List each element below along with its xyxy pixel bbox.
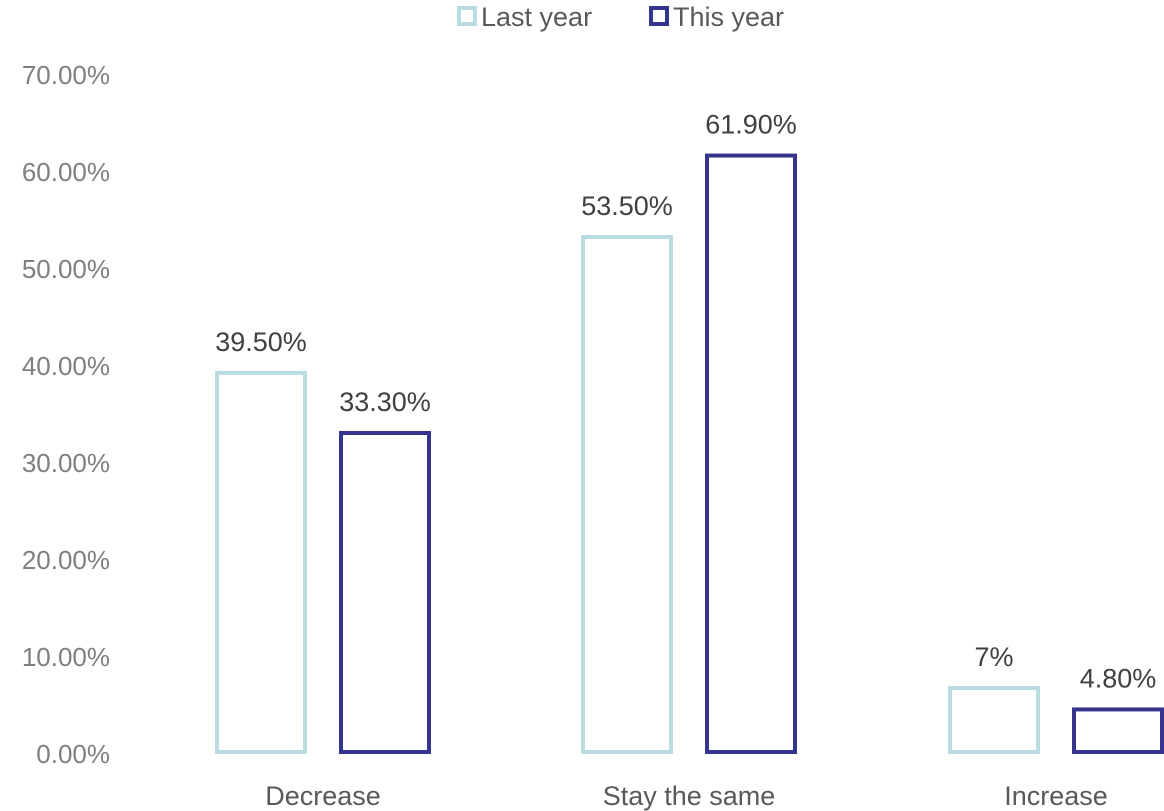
data-label: 61.90% xyxy=(705,110,797,140)
data-labels: 39.50% 33.30% 53.50% 61.90% 7% 4.80% xyxy=(215,110,1156,694)
y-tick-label: 20.00% xyxy=(22,545,110,575)
y-tick-label: 40.00% xyxy=(22,351,110,381)
bars xyxy=(215,153,1164,755)
x-category-label: Increase xyxy=(1004,781,1108,811)
bar-stay-the-same-this-year xyxy=(705,153,797,754)
bar-decrease-last-year xyxy=(215,370,307,754)
y-tick-label: 50.00% xyxy=(22,254,110,284)
data-label: 39.50% xyxy=(215,327,307,357)
y-tick-label: 70.00% xyxy=(22,60,110,90)
x-axis: Decrease Stay the same Increase xyxy=(265,781,1108,811)
data-label: 4.80% xyxy=(1080,663,1157,693)
legend-swatch xyxy=(457,6,477,26)
y-tick-label: 0.00% xyxy=(36,739,110,769)
bar-increase-this-year xyxy=(1072,707,1164,755)
bar-increase-last-year xyxy=(948,686,1040,754)
x-category-label: Stay the same xyxy=(603,781,776,811)
y-tick-label: 60.00% xyxy=(22,157,110,187)
x-category-label: Decrease xyxy=(265,781,381,811)
chart-legend: Last year This year xyxy=(457,2,784,32)
data-label: 7% xyxy=(974,642,1013,672)
y-tick-label: 10.00% xyxy=(22,642,110,672)
y-tick-label: 30.00% xyxy=(22,448,110,478)
legend-label: Last year xyxy=(481,2,592,32)
bar-stay-the-same-last-year xyxy=(581,235,673,755)
legend-swatch xyxy=(649,6,669,26)
legend-item-last-year: Last year xyxy=(457,2,592,32)
legend-label: This year xyxy=(673,2,784,32)
data-label: 33.30% xyxy=(339,387,431,417)
bar-decrease-this-year xyxy=(339,430,431,754)
y-axis: 0.00% 10.00% 20.00% 30.00% 40.00% 50.00% 60.00… xyxy=(22,60,110,769)
data-label: 53.50% xyxy=(581,191,673,221)
legend-item-this-year: This year xyxy=(649,2,784,32)
